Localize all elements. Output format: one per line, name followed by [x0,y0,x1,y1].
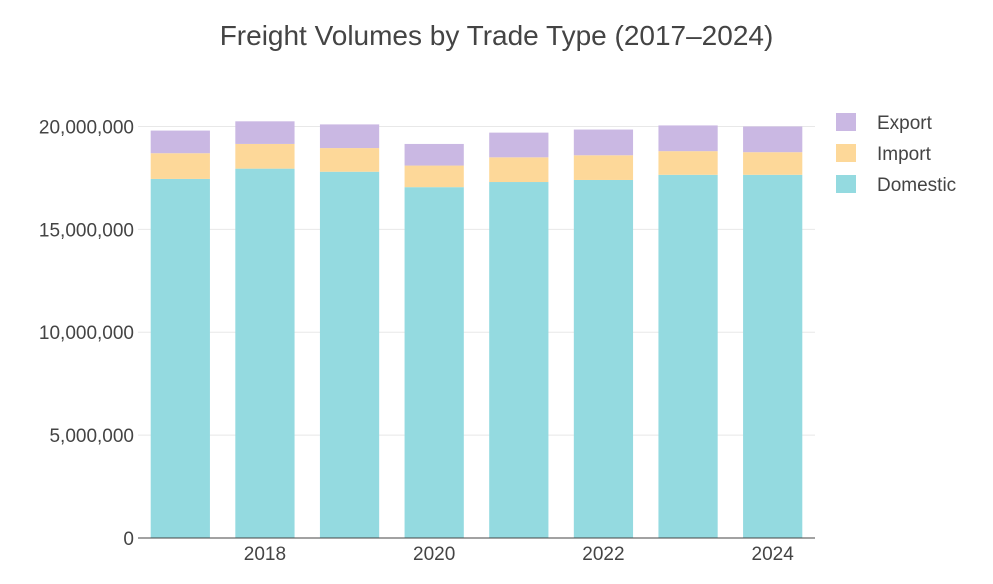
bar-domestic-2024 [743,174,803,538]
bar-domestic-2021 [489,182,549,538]
bar-domestic-2023 [658,174,718,538]
bar-import-2024 [743,152,803,175]
bar-import-2017 [150,153,210,179]
bar-export-2019 [319,124,380,149]
bar-export-2022 [573,129,634,156]
bar-export-2020 [404,143,464,166]
legend-label-export: Export [877,113,933,134]
bar-import-2020 [404,165,464,188]
x-tick-label: 2018 [244,544,286,565]
legend-swatch-domestic [836,175,856,193]
y-tick-label: 5,000,000 [49,426,134,447]
bar-export-2023 [658,125,718,152]
bar-export-2018 [235,121,295,144]
legend-label-import: Import [877,144,932,165]
x-tick-label: 2022 [582,544,624,565]
bar-import-2021 [489,157,549,183]
bar-domestic-2020 [404,187,464,538]
y-tick-label: 0 [123,529,134,550]
bar-import-2022 [573,155,634,180]
legend-swatch-import [836,144,856,162]
x-tick-label: 2020 [413,544,455,565]
bar-import-2018 [235,143,295,169]
bar-import-2019 [319,148,380,172]
bar-domestic-2018 [235,168,295,538]
y-tick-label: 10,000,000 [39,323,134,344]
y-tick-label: 15,000,000 [39,220,134,241]
legend-swatch-export [836,113,856,131]
chart-title: Freight Volumes by Trade Type (2017–2024… [219,20,774,51]
bar-domestic-2019 [319,171,380,539]
bar-export-2024 [743,126,803,153]
bar-import-2023 [658,151,718,175]
bar-domestic-2022 [573,179,634,538]
bar-domestic-2017 [150,178,210,538]
bar-export-2021 [489,132,549,158]
y-tick-label: 20,000,000 [39,117,134,138]
bar-export-2017 [150,130,210,154]
legend-label-domestic: Domestic [877,175,956,196]
x-tick-label: 2024 [752,544,795,565]
